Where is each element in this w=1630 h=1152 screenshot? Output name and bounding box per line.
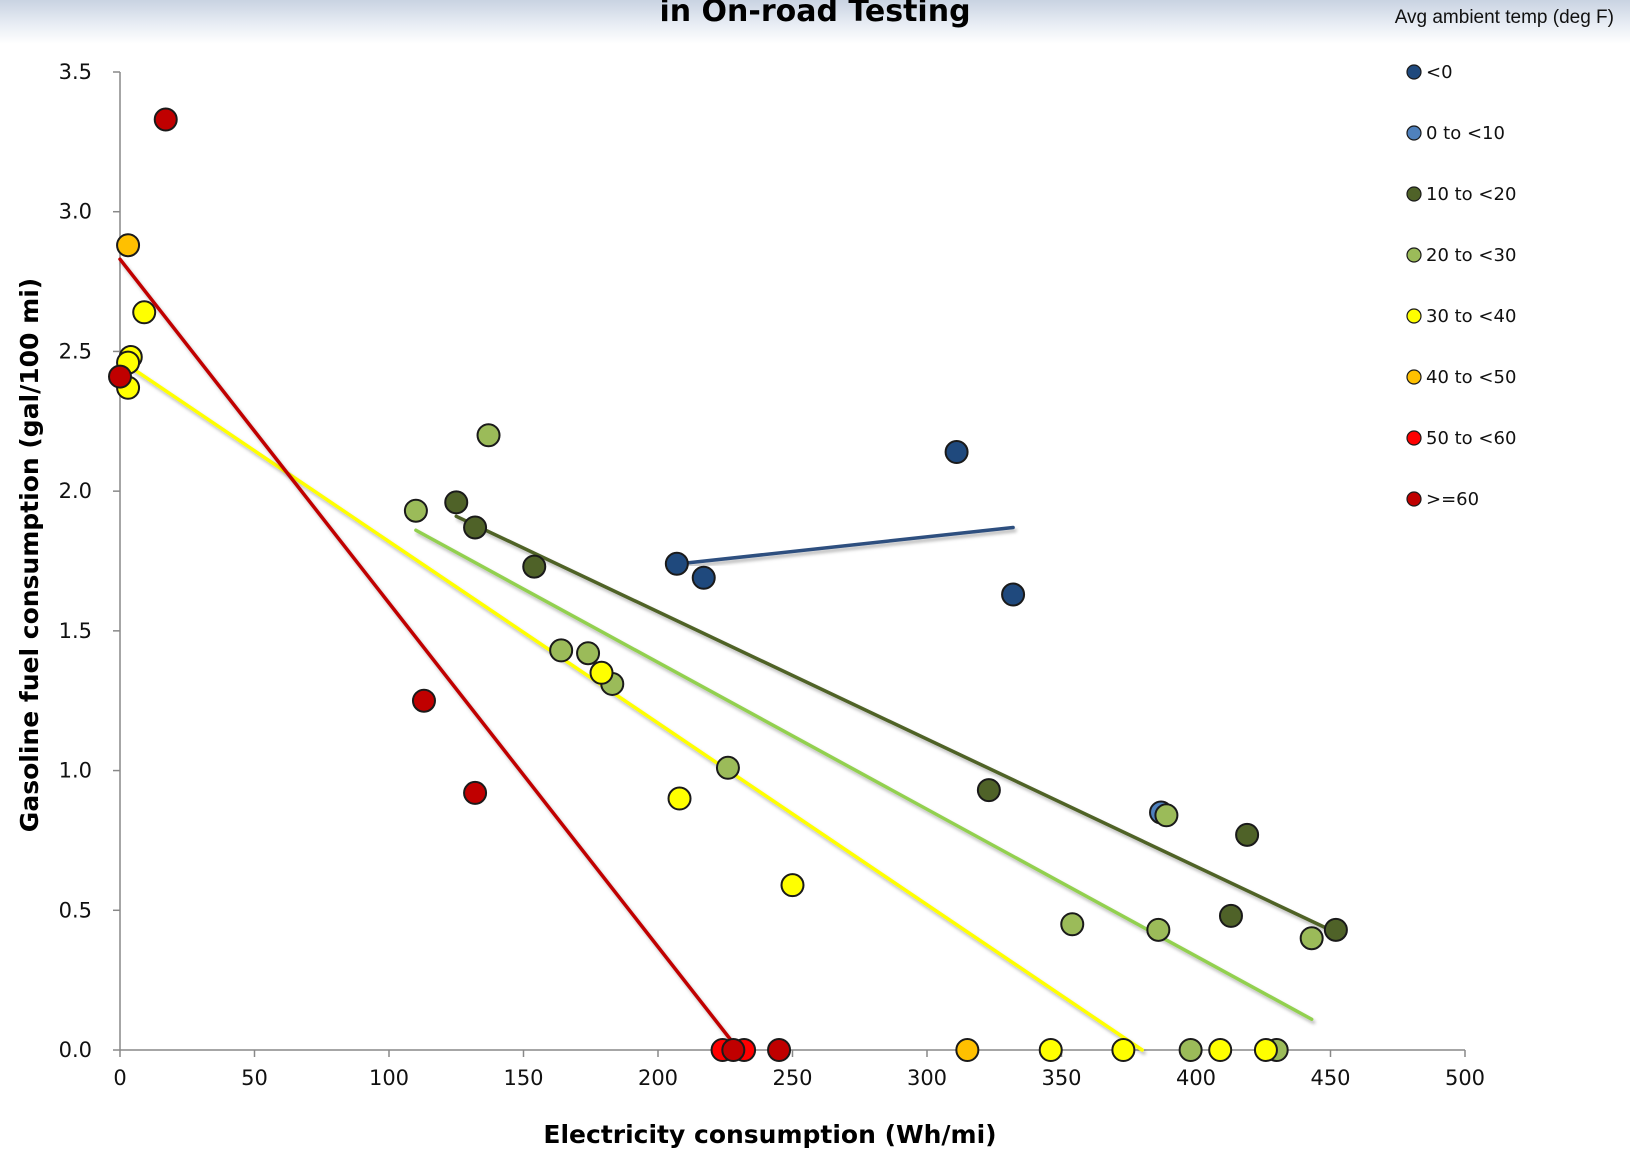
legend-label: 30 to <40 <box>1426 306 1516 327</box>
trendline <box>677 525 1015 566</box>
trendline <box>454 514 1338 935</box>
y-tick-label: 2.0 <box>59 479 92 503</box>
legend-label: <0 <box>1426 62 1453 83</box>
legend-marker <box>1406 491 1422 507</box>
y-tick-label: 0.5 <box>59 898 92 922</box>
data-point <box>721 1038 746 1062</box>
data-point <box>108 364 132 389</box>
data-point <box>955 1038 980 1062</box>
data-point <box>691 565 716 590</box>
x-tick-label: 200 <box>638 1066 678 1090</box>
data-point <box>976 778 1001 803</box>
legend-label: 10 to <20 <box>1426 184 1516 205</box>
x-tick-label: 450 <box>1310 1066 1350 1090</box>
legend-marker <box>1406 186 1422 202</box>
data-point <box>549 638 574 663</box>
data-point <box>463 780 488 805</box>
data-point <box>944 440 969 465</box>
y-axis-title: Gasoline fuel consumption (gal/100 mi) <box>15 278 44 832</box>
data-point <box>1299 926 1324 951</box>
trendlines <box>118 257 1338 1052</box>
trendline <box>414 528 1314 1022</box>
trendline <box>126 363 1144 1052</box>
data-point <box>463 515 488 540</box>
legend-label: 40 to <50 <box>1426 367 1516 388</box>
data-point <box>1060 912 1085 937</box>
y-tick-label: 1.5 <box>59 619 92 643</box>
legend-marker <box>1406 247 1422 263</box>
x-axis-title: Electricity consumption (Wh/mi) <box>543 1120 996 1149</box>
data-point <box>411 688 436 713</box>
data-point <box>403 498 428 523</box>
data-point <box>476 423 501 448</box>
data-points <box>108 107 1348 1062</box>
legend-label: >=60 <box>1426 489 1479 510</box>
chart-title: in On-road Testing <box>659 0 971 29</box>
y-tick-label: 1.0 <box>59 759 92 783</box>
data-point <box>1111 1038 1136 1062</box>
legend-label: 20 to <30 <box>1426 245 1516 266</box>
x-tick-label: 500 <box>1445 1066 1485 1090</box>
x-tick-label: 50 <box>241 1066 268 1090</box>
x-tick-label: 0 <box>113 1066 126 1090</box>
x-tick-label: 100 <box>369 1066 409 1090</box>
data-point <box>664 551 689 576</box>
data-point <box>667 786 692 811</box>
x-tick-label: 150 <box>503 1066 543 1090</box>
legend-marker <box>1406 369 1422 385</box>
data-point <box>767 1038 792 1062</box>
data-point <box>1208 1038 1233 1062</box>
legend-label: 0 to <10 <box>1426 123 1505 144</box>
data-point <box>1154 803 1179 828</box>
data-point <box>153 107 178 132</box>
data-point <box>1235 822 1260 847</box>
axes: 0 50 100 150 200 250 300 350 400 450 500 0.0 0.5 1.0 1… <box>59 60 1485 1090</box>
data-point <box>1038 1038 1063 1062</box>
data-point <box>522 554 547 579</box>
trendline <box>118 257 741 1052</box>
data-point <box>1146 917 1171 942</box>
data-point <box>444 490 469 515</box>
x-tick-label: 300 <box>907 1066 947 1090</box>
data-point <box>132 300 157 325</box>
data-point <box>576 641 601 666</box>
x-tick-label: 400 <box>1176 1066 1216 1090</box>
y-tick-label: 3.0 <box>59 200 92 224</box>
data-point <box>1001 582 1026 607</box>
data-point <box>589 660 614 685</box>
data-point <box>1323 917 1348 942</box>
data-point <box>1253 1038 1278 1062</box>
x-tick-label: 250 <box>772 1066 812 1090</box>
legend-marker <box>1406 430 1422 446</box>
data-point <box>780 873 805 898</box>
page-header <box>0 0 1630 44</box>
y-tick-label: 2.5 <box>59 339 92 363</box>
data-point <box>116 233 141 258</box>
data-point <box>1178 1038 1203 1062</box>
legend-marker <box>1406 64 1422 80</box>
y-tick-label: 3.5 <box>59 60 92 84</box>
legend-marker <box>1406 125 1422 141</box>
x-tick-label: 350 <box>1041 1066 1081 1090</box>
data-point <box>1218 903 1243 928</box>
y-tick-label: 0.0 <box>59 1038 92 1062</box>
legend-label: 50 to <60 <box>1426 428 1516 449</box>
legend-marker <box>1406 308 1422 324</box>
data-point <box>715 755 740 780</box>
legend-title: Avg ambient temp (deg F) <box>1394 7 1614 28</box>
legend: <0 0 to <10 10 to <20 20 to <30 30 to <40 40 … <box>1406 62 1516 510</box>
